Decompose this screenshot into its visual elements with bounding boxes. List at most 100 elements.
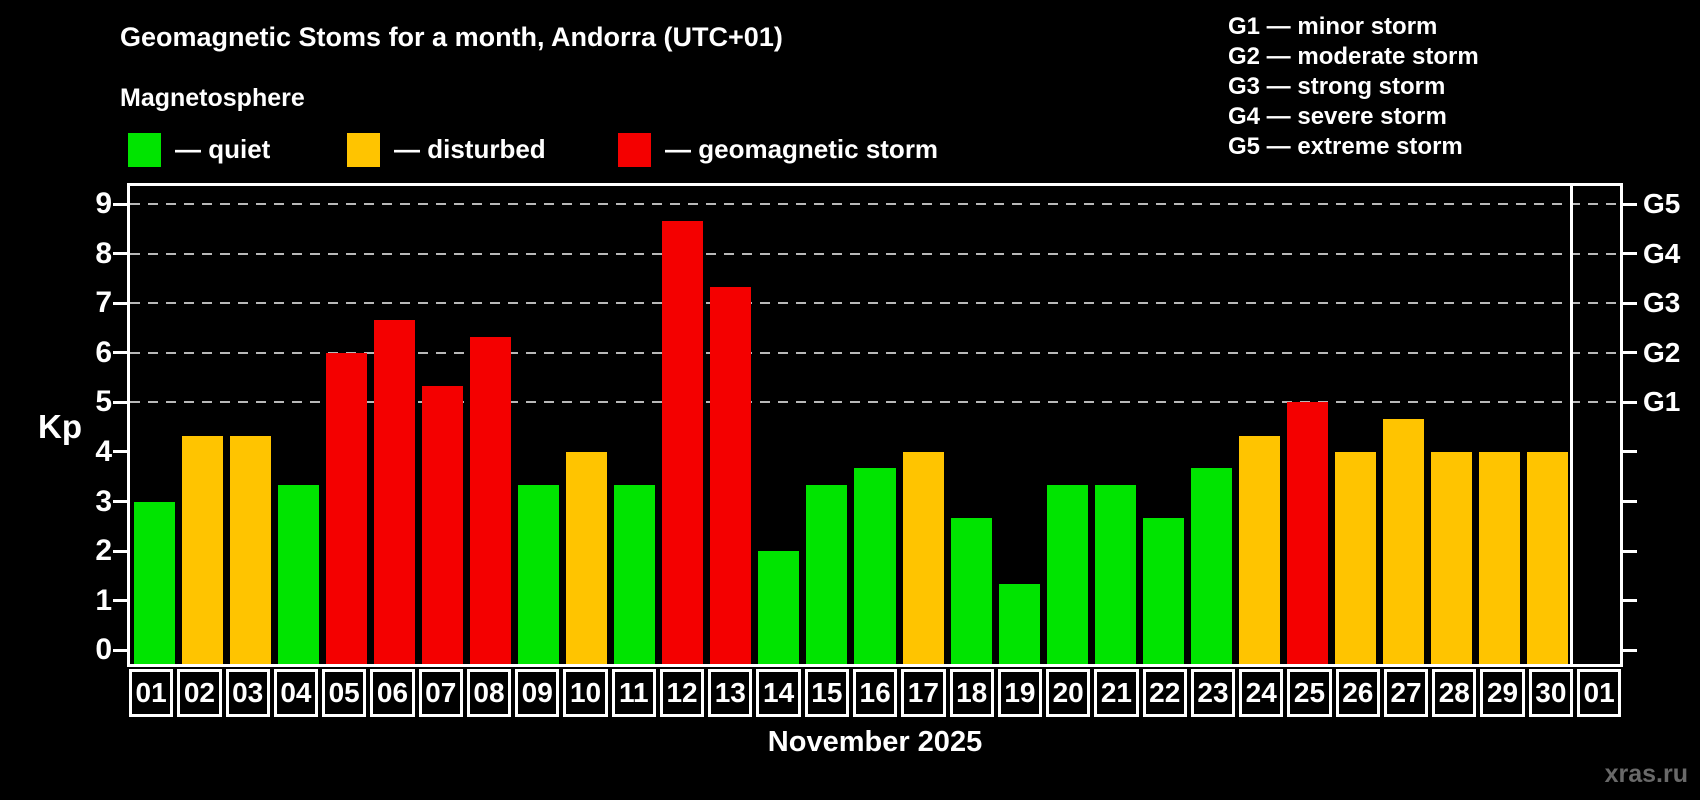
kp-bar-day-02: [181, 435, 223, 664]
right-tick-kp1: [1623, 599, 1637, 603]
chart-subtitle: Magnetosphere: [120, 84, 305, 112]
kp-bar-day-14: [758, 551, 800, 664]
kp-bar-day-17: [902, 452, 944, 664]
kp-bar-day-29: [1479, 452, 1521, 664]
kp-bar-day-11: [614, 485, 656, 664]
y-tick-label-3: 3: [95, 484, 112, 518]
y-tick-label-1: 1: [95, 583, 112, 617]
next-month-separator: [1570, 186, 1574, 664]
gridline-kp8: [130, 252, 1620, 255]
plot-area: [127, 183, 1623, 667]
left-tick-kp7: [113, 301, 127, 305]
kp-bar-day-18: [950, 517, 992, 664]
day-label-09: 09: [515, 669, 560, 717]
left-tick-kp4: [113, 450, 127, 454]
day-label-01: 01: [129, 669, 174, 717]
left-tick-kp0: [113, 648, 127, 652]
watermark: xras.ru: [1604, 760, 1688, 788]
day-label-16: 16: [852, 669, 898, 717]
g-scale-line-g3: G3 — strong storm: [1228, 73, 1446, 100]
right-tick-kp4: [1623, 450, 1637, 454]
plot-inner: [130, 186, 1620, 664]
kp-bar-day-08: [469, 336, 511, 664]
day-label-05: 05: [322, 669, 367, 717]
day-label-08: 08: [466, 669, 512, 717]
g-scale-line-g2: G2 — moderate storm: [1228, 43, 1479, 70]
y-tick-label-8: 8: [95, 236, 112, 270]
day-label-06: 06: [370, 669, 415, 717]
kp-bar-day-27: [1383, 418, 1425, 664]
kp-bar-day-23: [1190, 468, 1232, 664]
kp-bar-day-01: [133, 501, 175, 664]
day-label-07: 07: [418, 669, 463, 717]
day-label-27: 27: [1383, 669, 1429, 717]
day-label-10: 10: [563, 669, 608, 717]
page-title: Geomagnetic Stoms for a month, Andorra (…: [120, 22, 783, 52]
gridline-kp7: [130, 302, 1620, 305]
day-label-20: 20: [1046, 669, 1091, 717]
left-tick-kp5: [113, 400, 127, 404]
gridline-kp6: [130, 351, 1620, 354]
gridline-kp9: [130, 203, 1620, 206]
g-scale-line-g4: G4 — severe storm: [1228, 103, 1447, 130]
kp-bar-day-06: [373, 319, 415, 664]
right-tick-kp9: [1623, 202, 1637, 206]
kp-bar-day-07: [421, 386, 463, 664]
kp-bar-day-05: [325, 352, 367, 664]
kp-bar-day-24: [1238, 435, 1281, 664]
day-label-24: 24: [1239, 669, 1284, 717]
y-tick-label-6: 6: [95, 335, 112, 369]
kp-bar-day-22: [1142, 517, 1184, 664]
y-axis-title: Kp: [38, 408, 82, 445]
right-tick-kp3: [1623, 500, 1637, 504]
day-label-30: 30: [1528, 669, 1573, 717]
kp-bar-day-03: [229, 435, 271, 664]
day-label-11: 11: [611, 669, 656, 717]
g-level-label-G5: G5: [1643, 188, 1681, 220]
day-label-21: 21: [1094, 669, 1139, 717]
kp-bar-day-15: [806, 485, 848, 664]
disturbed-color-swatch: [347, 132, 380, 167]
y-tick-label-5: 5: [95, 385, 112, 419]
left-tick-kp6: [113, 351, 127, 355]
y-tick-label-0: 0: [95, 633, 112, 667]
day-label-15: 15: [804, 669, 849, 717]
kp-bar-day-10: [566, 452, 608, 664]
g-scale-legend: G1 — minor storm G2 — moderate storm G3 …: [1228, 12, 1479, 162]
right-tick-kp6: [1623, 351, 1637, 355]
day-label-28: 28: [1432, 669, 1477, 717]
day-label-01: 01: [1576, 669, 1622, 717]
g-level-label-G4: G4: [1643, 237, 1681, 269]
day-label-02: 02: [177, 669, 222, 717]
legend-label: — disturbed: [394, 134, 546, 164]
y-tick-label-7: 7: [95, 286, 112, 320]
legend-label: — geomagnetic storm: [665, 134, 939, 164]
kp-bar-day-25: [1287, 402, 1329, 664]
gridline-kp5: [130, 401, 1620, 404]
g-level-label-G3: G3: [1643, 287, 1681, 319]
legend-item-storm: — geomagnetic storm: [618, 132, 938, 167]
day-label-18: 18: [949, 669, 994, 717]
day-label-25: 25: [1287, 669, 1332, 717]
left-tick-kp3: [113, 500, 127, 504]
quiet-color-swatch: [128, 132, 161, 167]
day-label-14: 14: [756, 669, 801, 717]
kp-bar-day-12: [662, 220, 704, 664]
right-tick-kp8: [1623, 252, 1637, 256]
kp-bar-day-04: [277, 485, 319, 664]
day-label-12: 12: [659, 669, 705, 717]
day-label-23: 23: [1190, 669, 1236, 717]
kp-bar-day-21: [1094, 485, 1136, 664]
g-level-label-G1: G1: [1643, 386, 1681, 418]
kp-bar-day-20: [1046, 485, 1088, 664]
storm-color-swatch: [618, 132, 651, 167]
day-label-22: 22: [1142, 669, 1187, 717]
left-tick-kp2: [113, 549, 127, 553]
left-tick-kp8: [113, 252, 127, 256]
left-tick-kp1: [113, 599, 127, 603]
day-label-26: 26: [1335, 669, 1380, 717]
x-axis-day-labels: 01 02 03 04 05 06 07 08 09 10 11 12 13 14 15 16 17 18 19 20…: [127, 669, 1623, 717]
left-tick-kp9: [113, 202, 127, 206]
g-scale-line-g1: G1 — minor storm: [1228, 13, 1438, 40]
day-label-17: 17: [901, 669, 946, 717]
